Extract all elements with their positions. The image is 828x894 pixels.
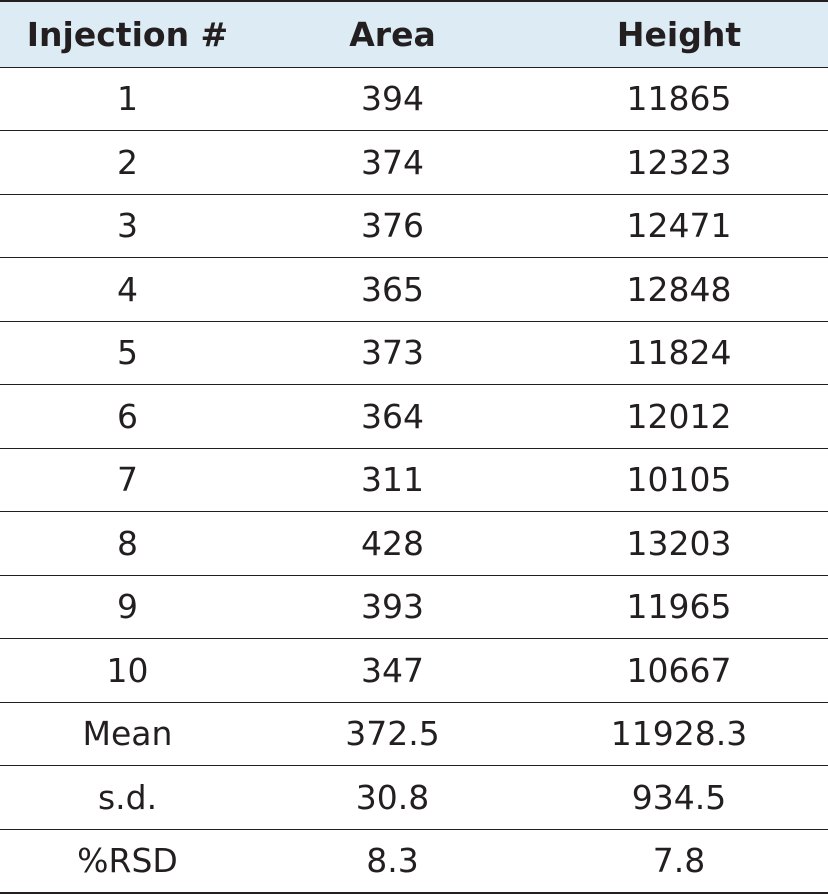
table-row: 10 347 10667	[0, 638, 828, 703]
cell-area: 376	[255, 194, 530, 258]
cell-area: 393	[255, 575, 530, 639]
cell-area: 394	[255, 67, 530, 131]
cell-area: 428	[255, 511, 530, 576]
summary-row-rsd: %RSD 8.3 7.8	[0, 829, 828, 894]
table-body: 1 394 11865 2 374 12323 3 376 12471 4 36…	[0, 67, 828, 894]
cell-height: 11824	[530, 321, 828, 385]
cell-height: 11928.3	[530, 702, 828, 766]
table-row: 5 373 11824	[0, 321, 828, 385]
cell-height: 934.5	[530, 765, 828, 830]
header-area: Area	[255, 0, 530, 68]
cell-injection: 5	[0, 321, 255, 385]
table-row: 4 365 12848	[0, 257, 828, 322]
cell-injection: 6	[0, 384, 255, 449]
cell-statistic-label: %RSD	[0, 829, 255, 894]
table-row: 7 311 10105	[0, 448, 828, 512]
cell-injection: 9	[0, 575, 255, 639]
summary-row-sd: s.d. 30.8 934.5	[0, 765, 828, 830]
cell-height: 12848	[530, 257, 828, 322]
table-row: 6 364 12012	[0, 384, 828, 449]
cell-statistic-label: s.d.	[0, 765, 255, 830]
cell-area: 347	[255, 638, 530, 703]
cell-area: 8.3	[255, 829, 530, 894]
cell-area: 373	[255, 321, 530, 385]
cell-height: 12471	[530, 194, 828, 258]
cell-area: 30.8	[255, 765, 530, 830]
cell-injection: 4	[0, 257, 255, 322]
cell-area: 364	[255, 384, 530, 449]
table-row: 9 393 11965	[0, 575, 828, 639]
cell-injection: 8	[0, 511, 255, 576]
cell-injection: 7	[0, 448, 255, 512]
table-row: 1 394 11865	[0, 67, 828, 131]
cell-injection: 2	[0, 130, 255, 195]
cell-height: 11865	[530, 67, 828, 131]
cell-height: 12323	[530, 130, 828, 195]
cell-height: 10667	[530, 638, 828, 703]
cell-statistic-label: Mean	[0, 702, 255, 766]
header-height: Height	[530, 0, 828, 68]
cell-area: 374	[255, 130, 530, 195]
cell-height: 7.8	[530, 829, 828, 894]
cell-area: 311	[255, 448, 530, 512]
table-row: 2 374 12323	[0, 130, 828, 195]
cell-injection: 1	[0, 67, 255, 131]
table-row: 3 376 12471	[0, 194, 828, 258]
table-header: Injection # Area Height	[0, 0, 828, 68]
cell-height: 12012	[530, 384, 828, 449]
cell-height: 10105	[530, 448, 828, 512]
cell-height: 11965	[530, 575, 828, 639]
cell-injection: 10	[0, 638, 255, 703]
cell-area: 365	[255, 257, 530, 322]
header-injection: Injection #	[0, 0, 255, 68]
cell-injection: 3	[0, 194, 255, 258]
table-row: 8 428 13203	[0, 511, 828, 576]
summary-row-mean: Mean 372.5 11928.3	[0, 702, 828, 766]
cell-height: 13203	[530, 511, 828, 576]
cell-area: 372.5	[255, 702, 530, 766]
header-row: Injection # Area Height	[0, 0, 828, 68]
